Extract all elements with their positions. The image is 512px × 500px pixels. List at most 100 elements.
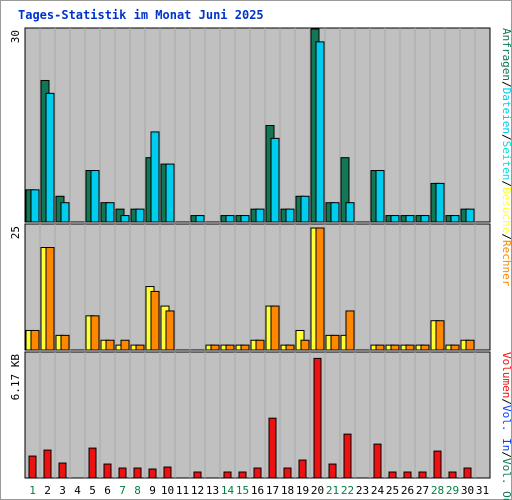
x-tick-label-day-27: 27 [416, 484, 429, 497]
bar-volumen-day-21 [328, 463, 337, 479]
bar-rechner-day-24 [375, 344, 385, 351]
legend-top-item-1: / [500, 81, 512, 88]
x-tick-label-day-6: 6 [104, 484, 111, 497]
bar-anfragen-day-22 [340, 157, 350, 223]
bar-rechner-day-5 [90, 315, 100, 351]
bar-rechner-day-16 [255, 339, 265, 351]
x-tick-label-day-24: 24 [371, 484, 385, 497]
bar-dateien-day-15 [240, 215, 250, 223]
x-axis-day-labels: 1 2 3 4 5 6 7 8 9 10 11 12 13 14 15 16 17 18 19 20 21 22 23 24 2… [29, 484, 489, 497]
x-tick-label-day-18: 18 [281, 484, 294, 497]
x-tick-label-day-16: 16 [251, 484, 264, 497]
x-tick-label-day-31: 31 [476, 484, 489, 497]
bar-rechner-day-2 [45, 247, 55, 351]
x-tick-label-day-26: 26 [401, 484, 414, 497]
chart-title: Tages-Statistik im Monat Juni 2025 [18, 8, 264, 22]
bar-volumen-day-27 [418, 471, 427, 479]
x-tick-label-day-11: 11 [176, 484, 189, 497]
bar-volumen-day-7 [118, 467, 127, 479]
bar-volumen-day-9 [148, 468, 157, 479]
x-tick-label-day-28: 28 [431, 484, 444, 497]
x-tick-label-day-8: 8 [134, 484, 141, 497]
bar-rechner-day-18 [285, 344, 295, 351]
legend-top-item-0: Anfragen [500, 28, 512, 81]
bar-dateien-day-16 [255, 208, 265, 223]
x-tick-label-day-23: 23 [356, 484, 369, 497]
x-tick-label-day-21: 21 [326, 484, 339, 497]
bar-rechner-day-20 [315, 227, 325, 351]
legend-top-item-7: / [500, 233, 512, 240]
bar-volumen-day-10 [163, 466, 172, 479]
bar-rechner-day-10 [165, 310, 175, 351]
legend-top-item-4: Seiten [500, 141, 512, 181]
bar-rechner-day-8 [135, 344, 145, 351]
bar-rechner-day-19 [300, 339, 310, 351]
bar-dateien-day-22 [345, 202, 355, 223]
x-tick-label-day-30: 30 [461, 484, 474, 497]
bar-rechner-day-15 [240, 344, 250, 351]
x-tick-label-day-19: 19 [296, 484, 309, 497]
legend-top-item-3: / [500, 134, 512, 141]
panel-middle: 25 [9, 223, 491, 351]
bar-dateien-day-2 [45, 92, 55, 223]
bar-rechner-day-9 [150, 290, 160, 351]
bar-rechner-day-22 [345, 310, 355, 351]
bar-volumen-day-18 [283, 467, 292, 479]
bar-rechner-day-1 [30, 329, 40, 351]
chart-panels: 30 25 6.17 KB [9, 27, 491, 479]
legend-bottom-item-2: Vol. In [500, 405, 512, 451]
x-tick-label-day-7: 7 [119, 484, 126, 497]
panel-top-background [24, 27, 491, 223]
bar-dateien-day-20 [315, 41, 325, 223]
bar-dateien-day-10 [165, 163, 175, 223]
bar-rechner-day-27 [420, 344, 430, 351]
x-tick-label-day-20: 20 [311, 484, 324, 497]
bar-volumen-day-19 [298, 459, 307, 479]
bar-volumen-day-28 [433, 450, 442, 479]
legend-top-item-6: Besuche [500, 187, 512, 233]
x-tick-label-day-10: 10 [161, 484, 174, 497]
bar-volumen-day-15 [238, 471, 247, 479]
bar-dateien-day-8 [135, 208, 145, 223]
bar-dateien-day-27 [420, 215, 430, 223]
bar-volumen-day-26 [403, 471, 412, 479]
bar-volumen-day-3 [58, 462, 67, 479]
bar-dateien-day-9 [150, 131, 160, 223]
bar-rechner-day-7 [120, 339, 130, 351]
x-tick-label-day-17: 17 [266, 484, 279, 497]
bar-volumen-day-6 [103, 463, 112, 479]
bar-rechner-day-30 [465, 339, 475, 351]
bar-dateien-day-5 [90, 170, 100, 223]
bar-dateien-day-29 [450, 215, 460, 223]
panel-bottom-background [24, 351, 491, 479]
bar-rechner-day-14 [225, 344, 235, 351]
bar-dateien-day-19 [300, 195, 310, 223]
bar-volumen-day-30 [463, 467, 472, 479]
bar-dateien-day-6 [105, 202, 115, 223]
bar-volumen-day-5 [88, 447, 97, 479]
bar-dateien-day-1 [30, 189, 40, 223]
legend-top-item-8: Rechner [500, 240, 512, 287]
legend-top-item-2: Dateien [500, 88, 512, 134]
x-tick-label-day-2: 2 [44, 484, 51, 497]
bar-rechner-day-26 [405, 344, 415, 351]
x-tick-label-day-5: 5 [89, 484, 96, 497]
panel-middle-ymax-label: 25 [9, 226, 22, 239]
x-tick-label-day-14: 14 [221, 484, 235, 497]
bar-dateien-day-24 [375, 170, 385, 223]
legend-bottom-item-4: Vol. Out [500, 458, 512, 500]
bar-volumen-day-14 [223, 471, 232, 479]
bar-dateien-day-30 [465, 208, 475, 223]
bar-dateien-day-12 [195, 215, 205, 223]
bar-rechner-day-28 [435, 320, 445, 351]
bar-dateien-day-3 [60, 202, 70, 223]
legends: Anfragen/Dateien/Seiten/Besuche/RechnerV… [500, 28, 512, 500]
bar-dateien-day-17 [270, 137, 280, 223]
bar-volumen-day-1 [28, 455, 37, 479]
bar-volumen-day-12 [193, 471, 202, 479]
legend-bottom: Volumen/Vol. In/Vol. Out [500, 352, 512, 500]
bar-volumen-day-20 [313, 357, 322, 479]
x-tick-label-day-25: 25 [386, 484, 399, 497]
bar-rechner-day-21 [330, 334, 340, 351]
